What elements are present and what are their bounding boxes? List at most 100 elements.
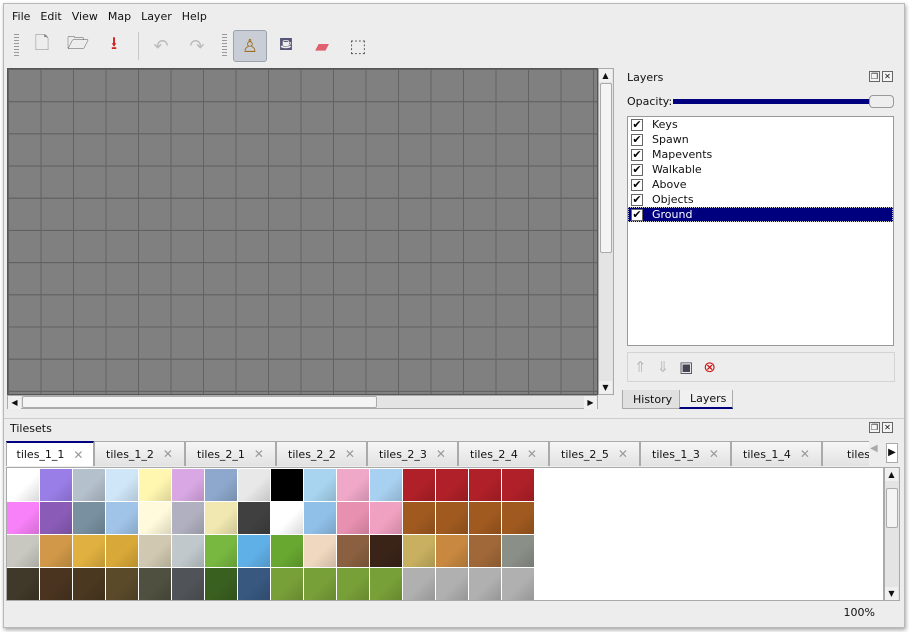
visibility-checkbox[interactable]: ✔ (631, 147, 643, 161)
layer-row[interactable]: ✔ Keys (628, 117, 893, 132)
float-icon[interactable]: ❐ (869, 71, 880, 82)
tile[interactable] (271, 535, 303, 567)
vertical-scroll-thumb[interactable] (600, 83, 612, 253)
scroll-up-icon[interactable]: ▲ (599, 69, 612, 82)
rect-select-button[interactable]: ⬚ (341, 30, 375, 62)
close-tab-icon[interactable]: ✕ (799, 447, 810, 461)
tile[interactable] (469, 469, 501, 501)
tile[interactable] (304, 568, 336, 600)
visibility-checkbox[interactable]: ✔ (631, 117, 643, 131)
menu-file[interactable]: File (12, 10, 31, 23)
tile[interactable] (502, 535, 534, 567)
tile[interactable] (436, 502, 468, 534)
tileset-vertical-scrollbar[interactable]: ▲ ▼ (884, 467, 900, 601)
tab-layers[interactable]: Layers (679, 390, 733, 409)
tile[interactable] (172, 469, 204, 501)
opacity-slider[interactable] (673, 99, 873, 104)
tab-tiles_1_1[interactable]: tiles_1_1 ✕ (6, 441, 94, 466)
tile[interactable] (106, 535, 138, 567)
tile[interactable] (40, 568, 72, 600)
tile[interactable] (403, 502, 435, 534)
tile[interactable] (370, 568, 402, 600)
open-button[interactable]: 🗁 (61, 30, 95, 62)
tile[interactable] (271, 469, 303, 501)
float-icon[interactable]: ❐ (869, 422, 880, 433)
menu-map[interactable]: Map (107, 10, 132, 23)
scroll-left-icon[interactable]: ◀ (8, 396, 21, 409)
tile[interactable] (403, 535, 435, 567)
new-button[interactable]: 🗋 (25, 30, 59, 62)
visibility-checkbox[interactable]: ✔ (631, 177, 643, 191)
close-icon[interactable]: ✕ (882, 422, 893, 433)
tileset-view[interactable] (6, 467, 884, 601)
layer-row[interactable]: ✔ Mapevents (628, 147, 893, 162)
tab-tiles_1_3[interactable]: tiles_1_3 ✕ (640, 441, 731, 466)
tile[interactable] (106, 469, 138, 501)
close-tab-icon[interactable]: ✕ (435, 447, 446, 461)
scroll-down-icon[interactable]: ▼ (599, 381, 612, 394)
toolbar-grip[interactable] (222, 34, 227, 58)
close-tab-icon[interactable]: ✕ (526, 447, 537, 461)
tile[interactable] (370, 502, 402, 534)
layer-row[interactable]: ✔ Ground (628, 207, 893, 222)
tile[interactable] (172, 535, 204, 567)
tile[interactable] (502, 469, 534, 501)
tile[interactable] (40, 469, 72, 501)
tile[interactable] (469, 568, 501, 600)
tile[interactable] (139, 568, 171, 600)
visibility-checkbox[interactable]: ✔ (631, 162, 643, 176)
tile[interactable] (106, 502, 138, 534)
remove-layer-icon[interactable]: ⊗ (703, 358, 716, 376)
tile[interactable] (304, 535, 336, 567)
tile[interactable] (436, 568, 468, 600)
tile[interactable] (139, 502, 171, 534)
tile[interactable] (73, 568, 105, 600)
tab-scroll-right-icon[interactable]: ▶ (886, 443, 898, 463)
toolbar-grip[interactable] (14, 34, 19, 58)
tile[interactable] (271, 568, 303, 600)
scroll-right-icon[interactable]: ▶ (584, 396, 597, 409)
layer-row[interactable]: ✔ Walkable (628, 162, 893, 177)
menu-view[interactable]: View (71, 10, 98, 23)
visibility-checkbox[interactable]: ✔ (631, 192, 643, 206)
eraser-button[interactable]: ▰ (305, 30, 339, 62)
tile[interactable] (370, 535, 402, 567)
close-icon[interactable]: ✕ (882, 71, 893, 82)
tile[interactable] (403, 469, 435, 501)
redo-button[interactable]: ↷ (180, 30, 214, 62)
tile[interactable] (7, 469, 39, 501)
tile[interactable] (304, 502, 336, 534)
tile[interactable] (337, 469, 369, 501)
close-tab-icon[interactable]: ✕ (708, 447, 719, 461)
menu-help[interactable]: Help (181, 10, 207, 23)
opacity-slider-handle[interactable] (869, 95, 894, 108)
tile[interactable] (106, 568, 138, 600)
duplicate-layer-icon[interactable]: ▣ (679, 358, 694, 376)
layer-row[interactable]: ✔ Spawn (628, 132, 893, 147)
tile[interactable] (337, 568, 369, 600)
layer-row[interactable]: ✔ Above (628, 177, 893, 192)
tile[interactable] (337, 535, 369, 567)
raise-layer-icon[interactable]: ⇑ (634, 358, 647, 376)
close-tab-icon[interactable]: ✕ (253, 447, 264, 461)
horizontal-scroll-thumb[interactable] (22, 396, 377, 408)
visibility-checkbox[interactable]: ✔ (631, 207, 643, 221)
tile[interactable] (172, 502, 204, 534)
tile[interactable] (40, 535, 72, 567)
tab-tiles_1_2[interactable]: tiles_1_2 ✕ (94, 441, 185, 466)
tile[interactable] (7, 568, 39, 600)
tile[interactable] (469, 535, 501, 567)
tab-tiles_2_3[interactable]: tiles_2_3 ✕ (367, 441, 458, 466)
tile[interactable] (469, 502, 501, 534)
close-tab-icon[interactable]: ✕ (344, 447, 355, 461)
tab-tiles_2_4[interactable]: tiles_2_4 ✕ (458, 441, 549, 466)
tile[interactable] (73, 502, 105, 534)
scroll-up-icon[interactable]: ▲ (885, 468, 898, 481)
tile[interactable] (502, 568, 534, 600)
map-horizontal-scrollbar[interactable]: ◀ ▶ (7, 395, 598, 409)
tile[interactable] (238, 502, 270, 534)
close-tab-icon[interactable]: ✕ (73, 447, 84, 462)
tile[interactable] (139, 469, 171, 501)
tile[interactable] (172, 568, 204, 600)
tab-tiles_2_1[interactable]: tiles_2_1 ✕ (185, 441, 276, 466)
